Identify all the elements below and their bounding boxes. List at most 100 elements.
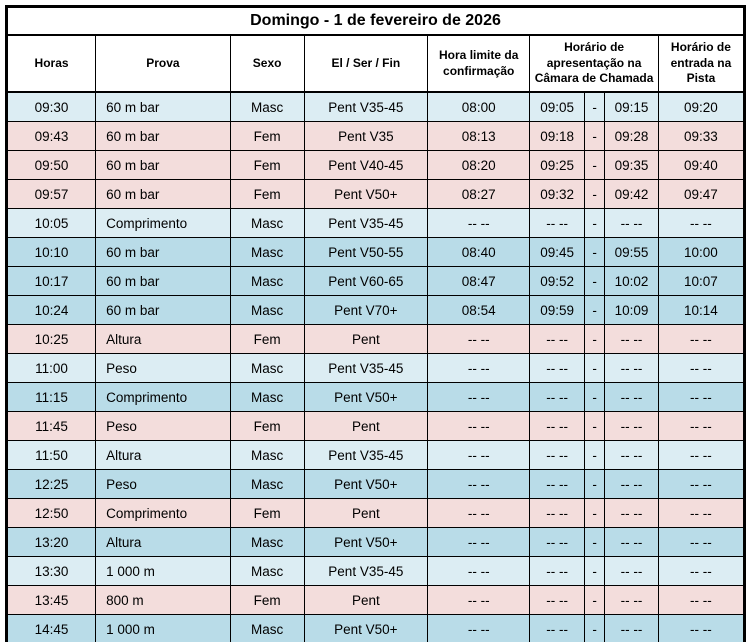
el-ser-fin-cell: Pent V60-65 (303, 266, 429, 296)
camara-separator-cell: - (583, 411, 606, 441)
prova-cell: 60 m bar (95, 91, 231, 122)
horas-cell: 10:24 (5, 295, 97, 325)
horas-cell: 13:20 (5, 527, 97, 557)
horas-cell: 13:30 (5, 556, 97, 586)
entrada-pista-cell: 10:07 (657, 266, 746, 296)
hora-limite-cell: -- -- (427, 382, 531, 412)
prova-cell: 1 000 m (95, 614, 231, 642)
camara-inicio-cell: 09:45 (529, 237, 585, 267)
sexo-cell: Masc (229, 556, 305, 586)
camara-separator-cell: - (583, 324, 606, 354)
horas-cell: 11:45 (5, 411, 97, 441)
el-ser-fin-cell: Pent V35 (303, 121, 429, 151)
camara-inicio-cell: -- -- (529, 469, 585, 499)
sexo-cell: Fem (229, 324, 305, 354)
entrada-pista-cell: -- -- (657, 411, 746, 441)
camara-inicio-cell: -- -- (529, 382, 585, 412)
camara-inicio-cell: -- -- (529, 498, 585, 528)
camara-separator-cell: - (583, 295, 606, 325)
camara-separator-cell: - (583, 121, 606, 151)
prova-cell: 60 m bar (95, 179, 231, 209)
el-ser-fin-cell: Pent V35-45 (303, 208, 429, 238)
camara-separator-cell: - (583, 179, 606, 209)
hora-limite-cell: -- -- (427, 324, 531, 354)
hora-limite-cell: -- -- (427, 208, 531, 238)
el-ser-fin-cell: Pent V35-45 (303, 440, 429, 470)
entrada-pista-cell: -- -- (657, 498, 746, 528)
el-ser-fin-cell: Pent V35-45 (303, 91, 429, 122)
camara-inicio-cell: -- -- (529, 585, 585, 615)
sexo-cell: Fem (229, 498, 305, 528)
entrada-pista-cell: -- -- (657, 585, 746, 615)
camara-separator-cell: - (583, 266, 606, 296)
page-title: Domingo - 1 de fevereiro de 2026 (6, 6, 745, 36)
horas-cell: 10:25 (5, 324, 97, 354)
title-row: Domingo - 1 de fevereiro de 2026 (6, 6, 745, 36)
table-row: 11:45 Peso Fem Pent -- -- -- -- - -- -- -- -- (5, 411, 746, 441)
entrada-pista-cell: -- -- (657, 556, 746, 586)
el-ser-fin-cell: Pent (303, 585, 429, 615)
camara-inicio-cell: -- -- (529, 353, 585, 383)
camara-separator-cell: - (583, 91, 606, 122)
hora-limite-cell: -- -- (427, 585, 531, 615)
sexo-cell: Masc (229, 353, 305, 383)
sexo-cell: Masc (229, 440, 305, 470)
table-row: 14:45 1 000 m Masc Pent V50+ -- -- -- -- - -- -… (5, 614, 746, 642)
camara-fim-cell: 10:02 (604, 266, 659, 296)
sexo-cell: Fem (229, 411, 305, 441)
camara-inicio-cell: -- -- (529, 527, 585, 557)
sexo-cell: Fem (229, 585, 305, 615)
prova-cell: Comprimento (95, 208, 231, 238)
sexo-cell: Masc (229, 469, 305, 499)
camara-separator-cell: - (583, 527, 606, 557)
prova-cell: 60 m bar (95, 121, 231, 151)
el-ser-fin-cell: Pent V50+ (303, 527, 429, 557)
prova-cell: 800 m (95, 585, 231, 615)
el-ser-fin-cell: Pent (303, 324, 429, 354)
el-ser-fin-cell: Pent V50+ (303, 614, 429, 642)
horas-cell: 11:15 (5, 382, 97, 412)
table-row: 09:50 60 m bar Fem Pent V40-45 08:20 09:25-09… (5, 150, 746, 180)
el-ser-fin-cell: Pent V35-45 (303, 556, 429, 586)
camara-fim-cell: -- -- (604, 208, 659, 238)
hora-limite-cell: -- -- (427, 440, 531, 470)
prova-cell: Altura (95, 527, 231, 557)
prova-cell: Altura (95, 440, 231, 470)
camara-fim-cell: -- -- (604, 469, 659, 499)
camara-inicio-cell: -- -- (529, 556, 585, 586)
table-row: 10:10 60 m bar Masc Pent V50-55 08:40 09:45-0… (5, 237, 746, 267)
camara-fim-cell: 09:55 (604, 237, 659, 267)
camara-fim-cell: 09:42 (604, 179, 659, 209)
entrada-pista-cell: 10:14 (657, 295, 746, 325)
table-row: 10:17 60 m bar Masc Pent V60-65 08:47 09:52-1… (5, 266, 746, 296)
table-row: 11:15 Comprimento Masc Pent V50+ -- -- -- -- -… (5, 382, 746, 412)
camara-inicio-cell: 09:25 (529, 150, 585, 180)
camara-fim-cell: 09:35 (604, 150, 659, 180)
column-header-el-ser-fin: El / Ser / Fin (303, 34, 429, 93)
el-ser-fin-cell: Pent V40-45 (303, 150, 429, 180)
camara-separator-cell: - (583, 469, 606, 499)
prova-cell: Altura (95, 324, 231, 354)
entrada-pista-cell: -- -- (657, 527, 746, 557)
el-ser-fin-cell: Pent V50-55 (303, 237, 429, 267)
horas-cell: 10:10 (5, 237, 97, 267)
hora-limite-cell: 08:00 (427, 91, 531, 122)
table-row: 10:05 Comprimento Masc Pent V35-45 -- -- -- -… (5, 208, 746, 238)
horas-cell: 11:50 (5, 440, 97, 470)
hora-limite-cell: 08:54 (427, 295, 531, 325)
prova-cell: 60 m bar (95, 150, 231, 180)
sexo-cell: Fem (229, 150, 305, 180)
sexo-cell: Masc (229, 295, 305, 325)
camara-fim-cell: -- -- (604, 440, 659, 470)
camara-inicio-cell: 09:05 (529, 91, 585, 122)
entrada-pista-cell: 09:33 (657, 121, 746, 151)
entrada-pista-cell: 09:40 (657, 150, 746, 180)
horas-cell: 14:45 (5, 614, 97, 642)
entrada-pista-cell: 09:20 (657, 91, 746, 122)
sexo-cell: Masc (229, 266, 305, 296)
table-row: 13:45 800 m Fem Pent -- -- -- -- - -- -- -- -- (5, 585, 746, 615)
camara-inicio-cell: -- -- (529, 324, 585, 354)
entrada-pista-cell: -- -- (657, 208, 746, 238)
camara-separator-cell: - (583, 498, 606, 528)
